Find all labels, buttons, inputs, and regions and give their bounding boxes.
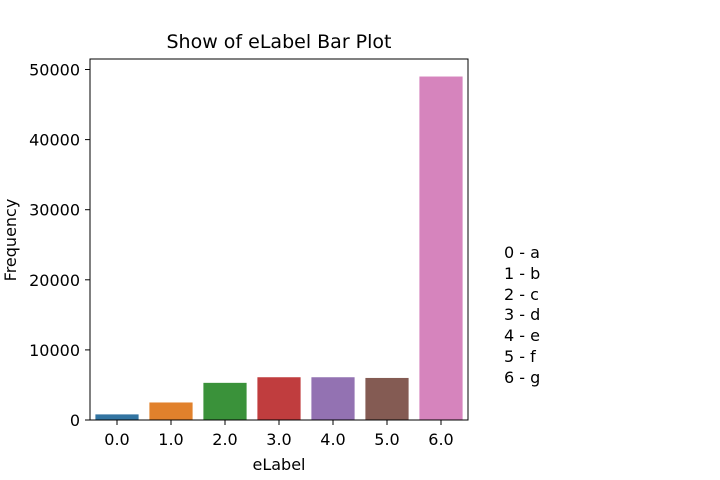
x-tick-label: 2.0 (212, 430, 237, 449)
y-tick-label: 10000 (29, 341, 80, 360)
mapping-line-g: 6 - g (504, 367, 541, 387)
bar-3.0 (257, 377, 301, 420)
bar-2.0 (203, 382, 247, 420)
bar-6.0 (419, 76, 463, 421)
x-axis-ticks: 0.0 1.0 2.0 3.0 4.0 5.0 6.0 (104, 420, 454, 449)
bar-0.0 (95, 414, 139, 420)
y-tick-label: 50000 (29, 61, 80, 80)
chart-title: Show of eLabel Bar Plot (167, 31, 392, 53)
bars-group (95, 76, 463, 421)
mapping-line-d: 3 - d (504, 305, 541, 325)
y-tick-label: 30000 (29, 201, 80, 220)
bar-1.0 (149, 402, 193, 420)
bar-5.0 (365, 377, 409, 420)
x-tick-label: 1.0 (158, 430, 183, 449)
mapping-line-f: 5 - f (504, 346, 536, 366)
y-axis-label: Frequency (1, 199, 20, 282)
bar-4.0 (311, 377, 355, 420)
x-tick-label: 5.0 (374, 430, 399, 449)
x-tick-label: 0.0 (104, 430, 129, 449)
label-mapping-note: 0 - a 1 - b 2 - c 3 - d 4 - e 5 - f 6 - … (504, 243, 540, 389)
mapping-line-a: 0 - a (504, 243, 540, 262)
mapping-line-e: 4 - e (504, 326, 540, 346)
y-axis-ticks: 0 10000 20000 30000 40000 50000 (29, 61, 90, 430)
y-tick-label: 20000 (29, 271, 80, 290)
y-tick-label: 40000 (29, 131, 80, 150)
x-tick-label: 6.0 (428, 430, 453, 449)
x-axis-label: eLabel (252, 455, 305, 474)
plot-frame (89, 58, 469, 421)
x-tick-label: 4.0 (320, 430, 345, 449)
x-tick-label: 3.0 (266, 430, 291, 449)
y-tick-label: 0 (70, 411, 80, 430)
mapping-line-c: 2 - c (504, 284, 539, 304)
mapping-line-b: 1 - b (504, 263, 541, 283)
